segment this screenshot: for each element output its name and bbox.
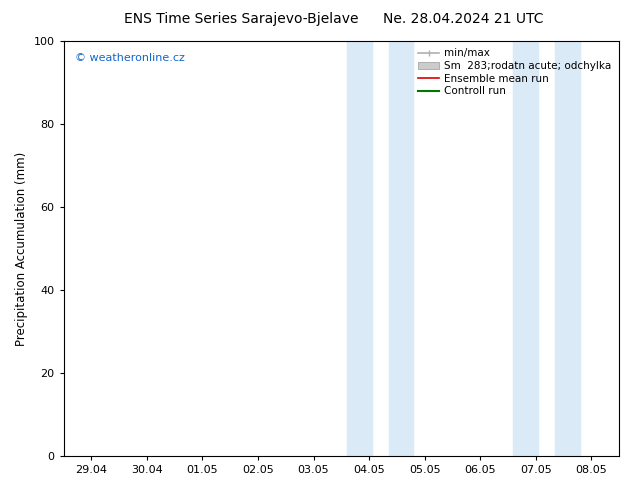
Bar (514, 41, 538, 456)
Text: © weatheronline.cz: © weatheronline.cz (75, 53, 184, 64)
Bar (389, 41, 413, 456)
Legend: min/max, Sm  283;rodatn acute; odchylka, Ensemble mean run, Controll run: min/max, Sm 283;rodatn acute; odchylka, … (417, 46, 614, 98)
Bar (347, 41, 372, 456)
Text: ENS Time Series Sarajevo-Bjelave: ENS Time Series Sarajevo-Bjelave (124, 12, 358, 26)
Text: Ne. 28.04.2024 21 UTC: Ne. 28.04.2024 21 UTC (382, 12, 543, 26)
Bar (555, 41, 580, 456)
Y-axis label: Precipitation Accumulation (mm): Precipitation Accumulation (mm) (15, 151, 28, 345)
